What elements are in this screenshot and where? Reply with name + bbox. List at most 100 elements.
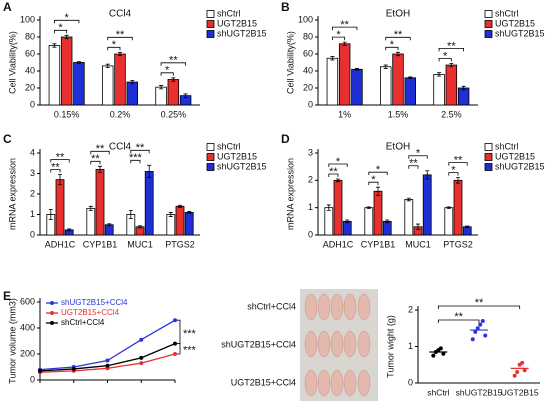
bar [104,224,114,236]
error-bar [88,205,93,211]
significance-bracket [107,46,121,51]
y-tick-label: 80 [25,31,35,41]
legend-swatch [206,30,215,38]
bar [324,207,334,236]
y-tick-label: 4 [30,147,35,157]
x-tick-label: CYP1B1 [361,239,396,249]
x-tick-label: 1.5% [388,109,409,119]
bar [433,74,445,106]
x-tick-label: ADH1C [45,239,76,249]
significance-label: *** [129,152,143,164]
chart-title: EtOH [386,142,410,153]
error-bar [98,165,102,173]
panel-label: A [3,0,12,14]
legend-swatch [484,10,493,18]
photo-label: UGT2B15+CCl4 [231,377,296,387]
y-tick-label: 40 [303,65,313,75]
significance-label: ** [394,29,403,41]
error-bar [48,208,53,221]
marker [105,363,110,368]
x-tick-label: 2.5% [441,109,462,119]
point [441,351,446,356]
point [475,326,480,331]
legend-label: UGT2B15 [495,151,535,161]
y-tick-label: 0 [308,229,313,239]
significance-bracket [328,163,348,167]
point [431,353,436,358]
panel-label: B [281,0,290,14]
y-tick-label: 80 [303,31,313,41]
bar [55,179,65,236]
y-axis-title: Tumor wight (g) [385,315,395,378]
significance-label: * [336,156,341,168]
significance-bracket [130,159,141,164]
bar [338,43,351,106]
bar [342,220,352,236]
significance-label: *** [183,345,197,357]
y-tick-label: 2 [30,188,35,198]
bar [404,199,414,236]
legend-label: shCtrl [217,8,241,18]
point [473,329,478,334]
significance-bracket [130,149,150,154]
y-axis-title: Tumor volume (mm3) [7,298,17,384]
legend-marker [50,301,54,305]
significance-bracket [437,319,480,323]
bar [144,171,154,236]
error-bar [76,61,81,64]
bar [167,79,180,106]
legend-label: UGT2B15 [217,18,257,28]
y-tick-label: 100 [298,14,313,24]
legend-label: UGT2B15 [495,18,535,28]
significance-bracket [332,36,346,41]
x-tick-label: UGT2B15 [501,387,539,397]
y-tick-label: 0 [30,374,35,384]
significance-bracket [160,62,186,66]
significance-bracket [107,36,133,41]
marker [173,318,177,323]
error-bar [376,186,380,196]
bar [351,68,363,106]
significance-bracket [54,19,80,24]
significance-bracket [408,165,419,169]
significance-bracket [385,46,399,51]
mice [304,293,371,397]
bar [404,77,416,106]
significance-label: * [112,39,117,51]
error-bar [465,225,470,229]
error-bar [168,212,173,217]
x-tick-label: ADH1C [323,239,354,249]
error-bar [336,178,340,183]
x-tick-label: shUGT2B15 [456,387,503,397]
significance-bracket [448,162,468,166]
significance-label: * [65,12,70,24]
y-tick-label: 0 [30,99,35,109]
error-bar [105,63,110,68]
significance-label: ** [329,166,338,178]
chart-title: EtOH [386,9,410,20]
y-tick-label: 1 [408,341,413,351]
error-bar [58,174,62,186]
significance-label: * [371,174,376,186]
error-bar [130,79,135,85]
bar [444,207,454,236]
y-tick-label: 1 [308,202,313,212]
error-bar [330,56,335,61]
significance-bracket [328,173,339,177]
bar [114,53,126,106]
legend-label: shUGT2B15 [217,28,267,38]
error-bar [406,197,411,202]
bar [453,179,463,236]
point [480,318,485,323]
legend-label: shUGT2B15+CCl4 [61,298,128,307]
legend-swatch [484,163,493,171]
y-tick-label: 20 [303,82,313,92]
legend-label: shCtrl+CCl4 [61,318,105,327]
significance-bracket [177,343,181,355]
bar [155,86,167,106]
error-bar [461,85,466,91]
marker [139,361,144,366]
bar [392,53,404,106]
significance-bracket [438,47,464,52]
